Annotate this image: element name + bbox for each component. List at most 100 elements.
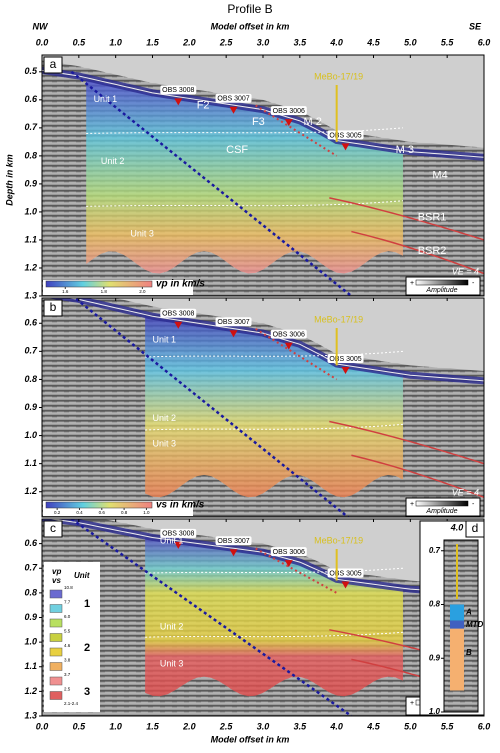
- legend-swatch: [49, 589, 63, 599]
- x-tick-label: 6.0: [478, 721, 491, 731]
- x-tick-label: 4.5: [366, 37, 381, 47]
- obs-marker: [341, 366, 350, 374]
- x-tick-label: 0.5: [73, 721, 87, 731]
- obs-marker: [229, 549, 238, 557]
- direction-left: NW: [33, 21, 49, 31]
- legend-ratio-label: 2.1-2.4: [64, 701, 79, 706]
- borehole-label: MeBo-17/19: [314, 314, 363, 324]
- colorbar-tick-label: 0.4: [76, 510, 83, 515]
- ve-label: VE = 4: [452, 266, 479, 276]
- obs-label: OBS 3007: [217, 319, 249, 326]
- y-tick-label: 0.6: [24, 94, 38, 104]
- panel: 0.5 0.6 0.7 0.8 0.9 1.0 1.1 1.2 1.3 a OBS 3008 OBS …: [24, 54, 485, 300]
- legend-ratio-label: 4.6: [64, 643, 71, 648]
- x-tick-label: 2.0: [182, 721, 196, 731]
- y-tick-label: 0.7: [24, 346, 38, 356]
- inset-y-tick-label: 0.9: [429, 653, 441, 662]
- direction-right: SE: [469, 21, 482, 31]
- legend-swatch: [49, 662, 63, 671]
- obs-label-box: [160, 308, 197, 318]
- inset-layer-label: MTD: [466, 620, 484, 629]
- x-tick-label: 5.0: [404, 721, 417, 731]
- inset-letter: d: [472, 521, 479, 535]
- obs-label: OBS 3008: [162, 87, 194, 94]
- obs-label: OBS 3006: [273, 549, 305, 556]
- x-tick-label: 4.0: [329, 721, 343, 731]
- amplitude-plus: +: [410, 700, 414, 707]
- obs-marker: [174, 98, 183, 106]
- annotation: F2: [197, 99, 210, 111]
- obs-label: OBS 3007: [217, 96, 249, 103]
- unit-boundary: [145, 423, 404, 431]
- bsr-line: [329, 197, 484, 241]
- y-tick-label: 0.9: [24, 612, 37, 622]
- legend-unit-number: 3: [84, 686, 90, 698]
- dashed-line: [255, 104, 338, 157]
- legend-unit-number: 2: [84, 642, 90, 654]
- panel-letter: b: [50, 300, 57, 314]
- obs-marker: [284, 342, 293, 350]
- colorbar: [45, 501, 153, 509]
- x-tick-label: 0.5: [73, 37, 87, 47]
- obs-label: OBS 3006: [273, 108, 305, 115]
- x-tick-label: 3.0: [257, 37, 270, 47]
- dashed-line: [255, 328, 338, 381]
- x-tick-label: 1.5: [146, 37, 160, 47]
- water-column: [42, 519, 484, 586]
- annotation: F3: [252, 116, 265, 128]
- legend-ratio-label: 7.7: [64, 600, 71, 605]
- x-tick-label: 5.0: [404, 37, 417, 47]
- obs-marker: [229, 330, 238, 338]
- inset-unit-a: [450, 604, 464, 621]
- panel-letter-box: [43, 56, 63, 74]
- legend-ratio-label: 10.8: [64, 585, 73, 590]
- obs-label: OBS 3008: [162, 531, 194, 538]
- colorbar-tick-label: 1.8: [101, 289, 108, 294]
- colorbar: [45, 280, 153, 288]
- panel-letter-box: [43, 299, 63, 317]
- panel-letter: c: [50, 521, 56, 535]
- amplitude-bar: [415, 279, 469, 286]
- amplitude-plus: +: [410, 280, 414, 287]
- obs-label: OBS 3005: [329, 356, 361, 363]
- x-tick-label: 3.5: [294, 37, 308, 47]
- panel: 0.6 0.7 0.8 0.9 1.0 1.1 1.2 1.3 c OBS 3008 OBS 300…: [24, 518, 485, 720]
- panel-content: [42, 55, 484, 296]
- legend-swatch: [49, 618, 63, 628]
- x-tick-label: 2.0: [182, 37, 196, 47]
- amplitude-minus: -: [472, 501, 475, 508]
- seafloor: [66, 298, 484, 382]
- obs-label-box: [160, 528, 197, 538]
- amplitude-label: Amplitude: [425, 508, 457, 515]
- x-tick-label: 5.5: [441, 721, 455, 731]
- obs-label-box: [215, 317, 252, 327]
- amplitude-plus: +: [410, 501, 414, 508]
- legend-swatch: [49, 676, 63, 686]
- x-tick-label: 2.5: [219, 721, 234, 731]
- ve-label: VE = 4: [452, 487, 479, 497]
- velocity-overlay: [145, 537, 403, 697]
- y-tick-label: 0.9: [24, 402, 37, 412]
- obs-label-box: [215, 93, 252, 103]
- obs-label-box: [160, 85, 197, 95]
- bsr-line: [351, 454, 484, 499]
- y-tick-label: 0.6: [24, 318, 38, 328]
- obs-label-box: [270, 106, 307, 116]
- velocity-overlay: [145, 315, 403, 498]
- unit-boundary: [145, 567, 404, 574]
- y-tick-label: 1.0: [24, 430, 37, 440]
- annotation: M4: [432, 169, 447, 181]
- inset-layer-label: B: [466, 648, 472, 657]
- legend-unit-number: 1: [84, 598, 90, 610]
- legend-swatch: [49, 633, 63, 642]
- unit-label: Unit 3: [160, 659, 184, 669]
- legend-ratio-label: 5.5: [64, 629, 71, 634]
- x-tick-label: 0.0: [36, 721, 49, 731]
- x-tick-label: 1.5: [146, 721, 160, 731]
- obs-label: OBS 3008: [162, 311, 194, 318]
- unit-boundary: [86, 200, 404, 207]
- x-axis-title: Model offset in km: [211, 21, 290, 31]
- bsr-line: [351, 230, 484, 275]
- inset-y-tick-label: 0.8: [429, 600, 441, 609]
